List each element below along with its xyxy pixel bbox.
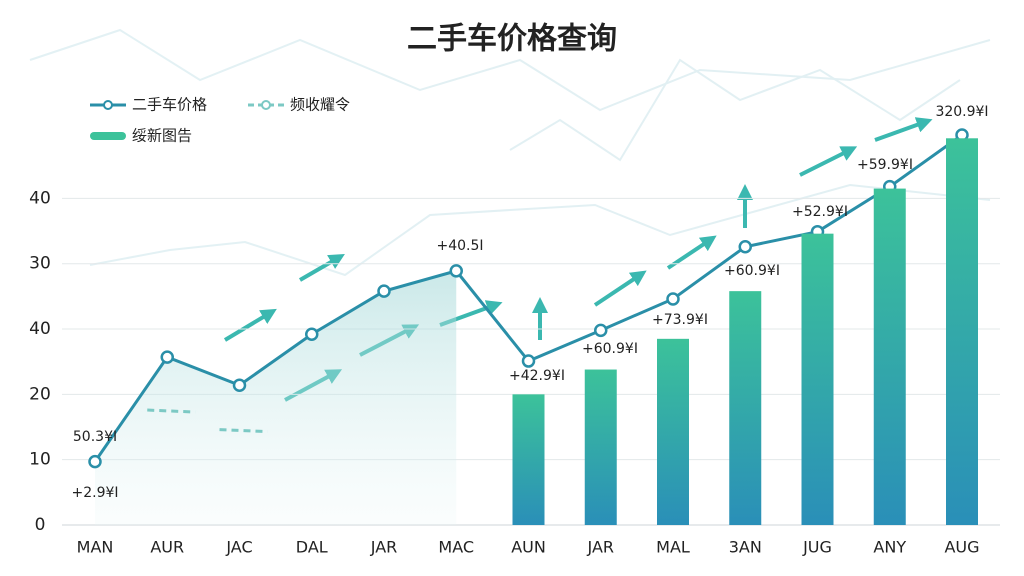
x-tick-label: AUG <box>944 538 979 557</box>
legend-item: 频收耀令 <box>248 96 350 114</box>
bar <box>946 138 978 525</box>
bar <box>512 394 545 525</box>
legend-marker <box>103 100 113 110</box>
dashed-segment <box>147 408 196 414</box>
y-tick-label: 0 <box>35 515 46 535</box>
legend-label: 二手车价格 <box>132 96 207 114</box>
x-tick-label: DAL <box>296 538 328 557</box>
data-annotation: +59.9¥I <box>857 157 913 173</box>
legend-swatch <box>90 132 126 140</box>
bar <box>584 369 617 525</box>
line-area <box>95 270 457 525</box>
legend-label: 频收耀令 <box>290 96 350 114</box>
line-point <box>160 350 174 364</box>
bar <box>801 233 834 525</box>
background-decoration <box>29 28 991 277</box>
line-point <box>449 264 463 278</box>
x-tick-label: JAR <box>370 538 398 557</box>
bar <box>729 291 762 525</box>
x-tick-label: AUR <box>150 538 184 557</box>
line-point <box>521 354 536 368</box>
x-tick-label: MAL <box>656 538 690 557</box>
data-annotation: +73.9¥I <box>652 312 708 328</box>
x-tick-label: JAR <box>587 538 615 557</box>
line-point <box>666 292 680 306</box>
x-tick-label: MAN <box>77 538 114 557</box>
data-annotation: 50.3¥I <box>73 429 117 445</box>
bar <box>873 188 906 525</box>
x-tick-label: AUN <box>511 538 546 557</box>
legend-marker <box>261 100 271 110</box>
dashed-segment <box>219 428 268 434</box>
legend-item: 绥新图告 <box>90 127 192 145</box>
data-annotation: 320.9¥I <box>935 104 988 120</box>
x-tick-label: JAC <box>225 538 252 557</box>
line-point <box>305 327 319 342</box>
y-tick-label: 30 <box>29 254 51 274</box>
chart-title: 二手车价格查询 <box>407 22 617 57</box>
y-tick-label: 40 <box>29 188 51 208</box>
x-tick-label: 3AN <box>729 538 762 557</box>
x-tick-label: JUG <box>802 538 832 557</box>
bar <box>657 338 689 525</box>
x-tick-label: MAC <box>438 538 474 557</box>
line-point <box>594 323 608 338</box>
line-point <box>377 284 391 298</box>
y-tick-label: 40 <box>29 319 51 339</box>
line-point <box>738 239 752 254</box>
data-annotation: +52.9¥I <box>792 204 848 220</box>
y-tick-label: 10 <box>29 450 51 470</box>
data-annotation: +2.9¥I <box>71 485 118 501</box>
line-point <box>232 378 247 392</box>
legend-item: 二手车价格 <box>90 96 207 114</box>
data-annotation: +60.9¥I <box>582 341 638 357</box>
data-annotation: +40.5I <box>436 238 483 254</box>
y-tick-label: 20 <box>29 384 51 404</box>
data-annotation: +42.9¥I <box>509 368 565 384</box>
legend-label: 绥新图告 <box>132 127 192 145</box>
x-tick-label: ANY <box>873 538 906 557</box>
data-annotation: +60.9¥I <box>724 263 780 279</box>
line-point <box>88 454 102 469</box>
